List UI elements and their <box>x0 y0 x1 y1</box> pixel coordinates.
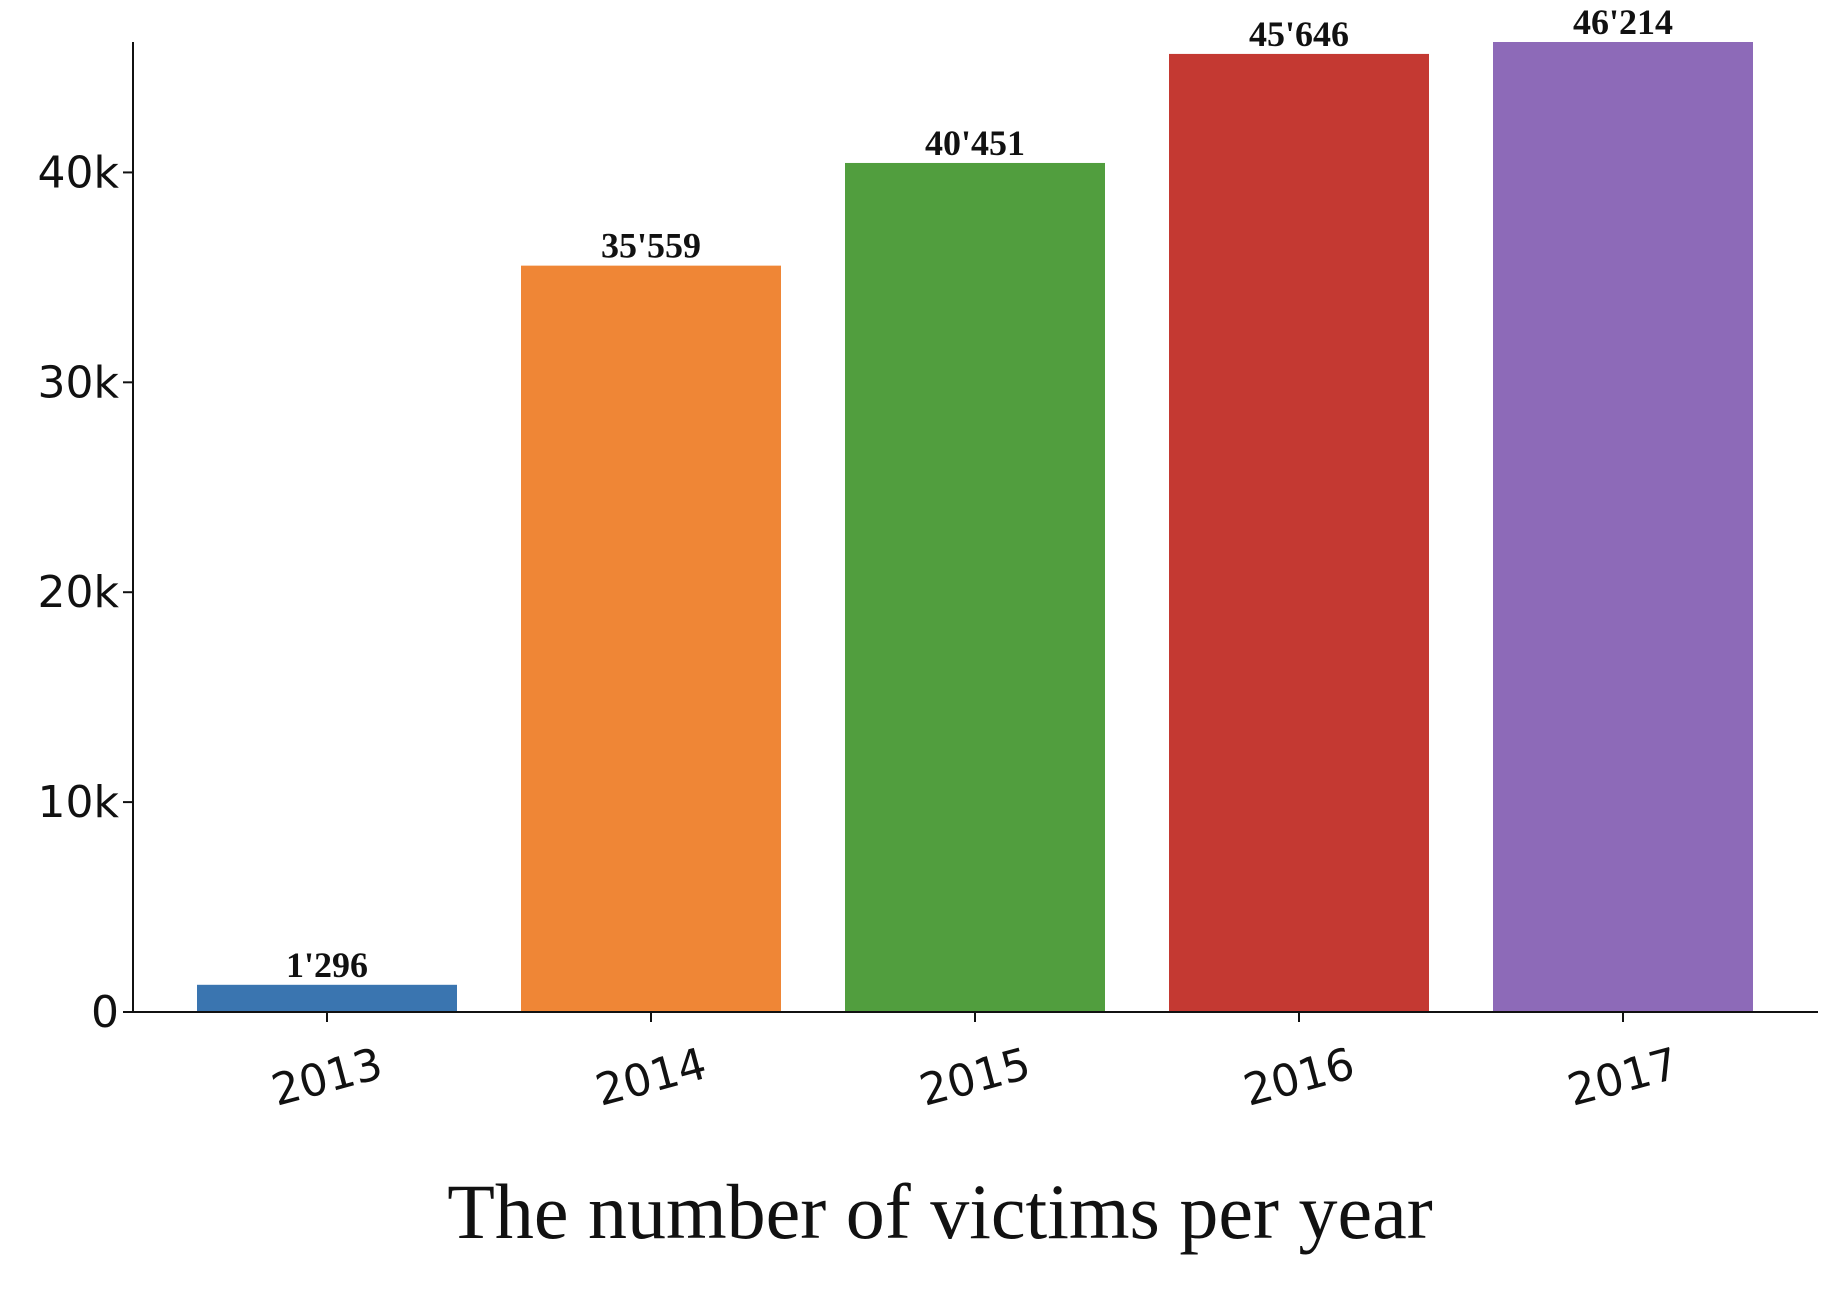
y-tick-label: 40k <box>38 147 120 198</box>
x-tick-label: 2014 <box>590 1038 711 1116</box>
x-tick-label: 2017 <box>1562 1038 1683 1116</box>
y-ticks-group: 0 10k 20k 30k 40k <box>38 147 133 1038</box>
bar-2017 <box>1493 42 1753 1012</box>
x-tick-label: 2016 <box>1238 1038 1359 1116</box>
bar-2014 <box>521 265 781 1012</box>
x-ticks-group: 2013 2014 2015 2016 2017 <box>266 1012 1684 1117</box>
x-tick-label: 2013 <box>266 1038 387 1116</box>
bar-2015 <box>845 162 1105 1012</box>
data-labels-group: 1'296 35'559 40'451 45'646 46'214 <box>286 2 1673 985</box>
data-label-2016: 45'646 <box>1249 14 1349 54</box>
x-tick-label: 2015 <box>914 1038 1035 1116</box>
data-label-2017: 46'214 <box>1573 2 1673 42</box>
y-tick-label: 0 <box>91 987 119 1038</box>
chart-title: The number of victims per year <box>447 1168 1432 1255</box>
data-label-2014: 35'559 <box>601 226 701 266</box>
data-label-2013: 1'296 <box>286 945 368 985</box>
bar-2016 <box>1169 53 1429 1012</box>
data-label-2015: 40'451 <box>925 123 1025 163</box>
bar-2013 <box>197 984 457 1012</box>
y-tick-label: 30k <box>38 357 120 408</box>
y-tick-label: 20k <box>38 567 120 618</box>
bars-group <box>197 42 1753 1012</box>
y-tick-label: 10k <box>38 777 120 828</box>
